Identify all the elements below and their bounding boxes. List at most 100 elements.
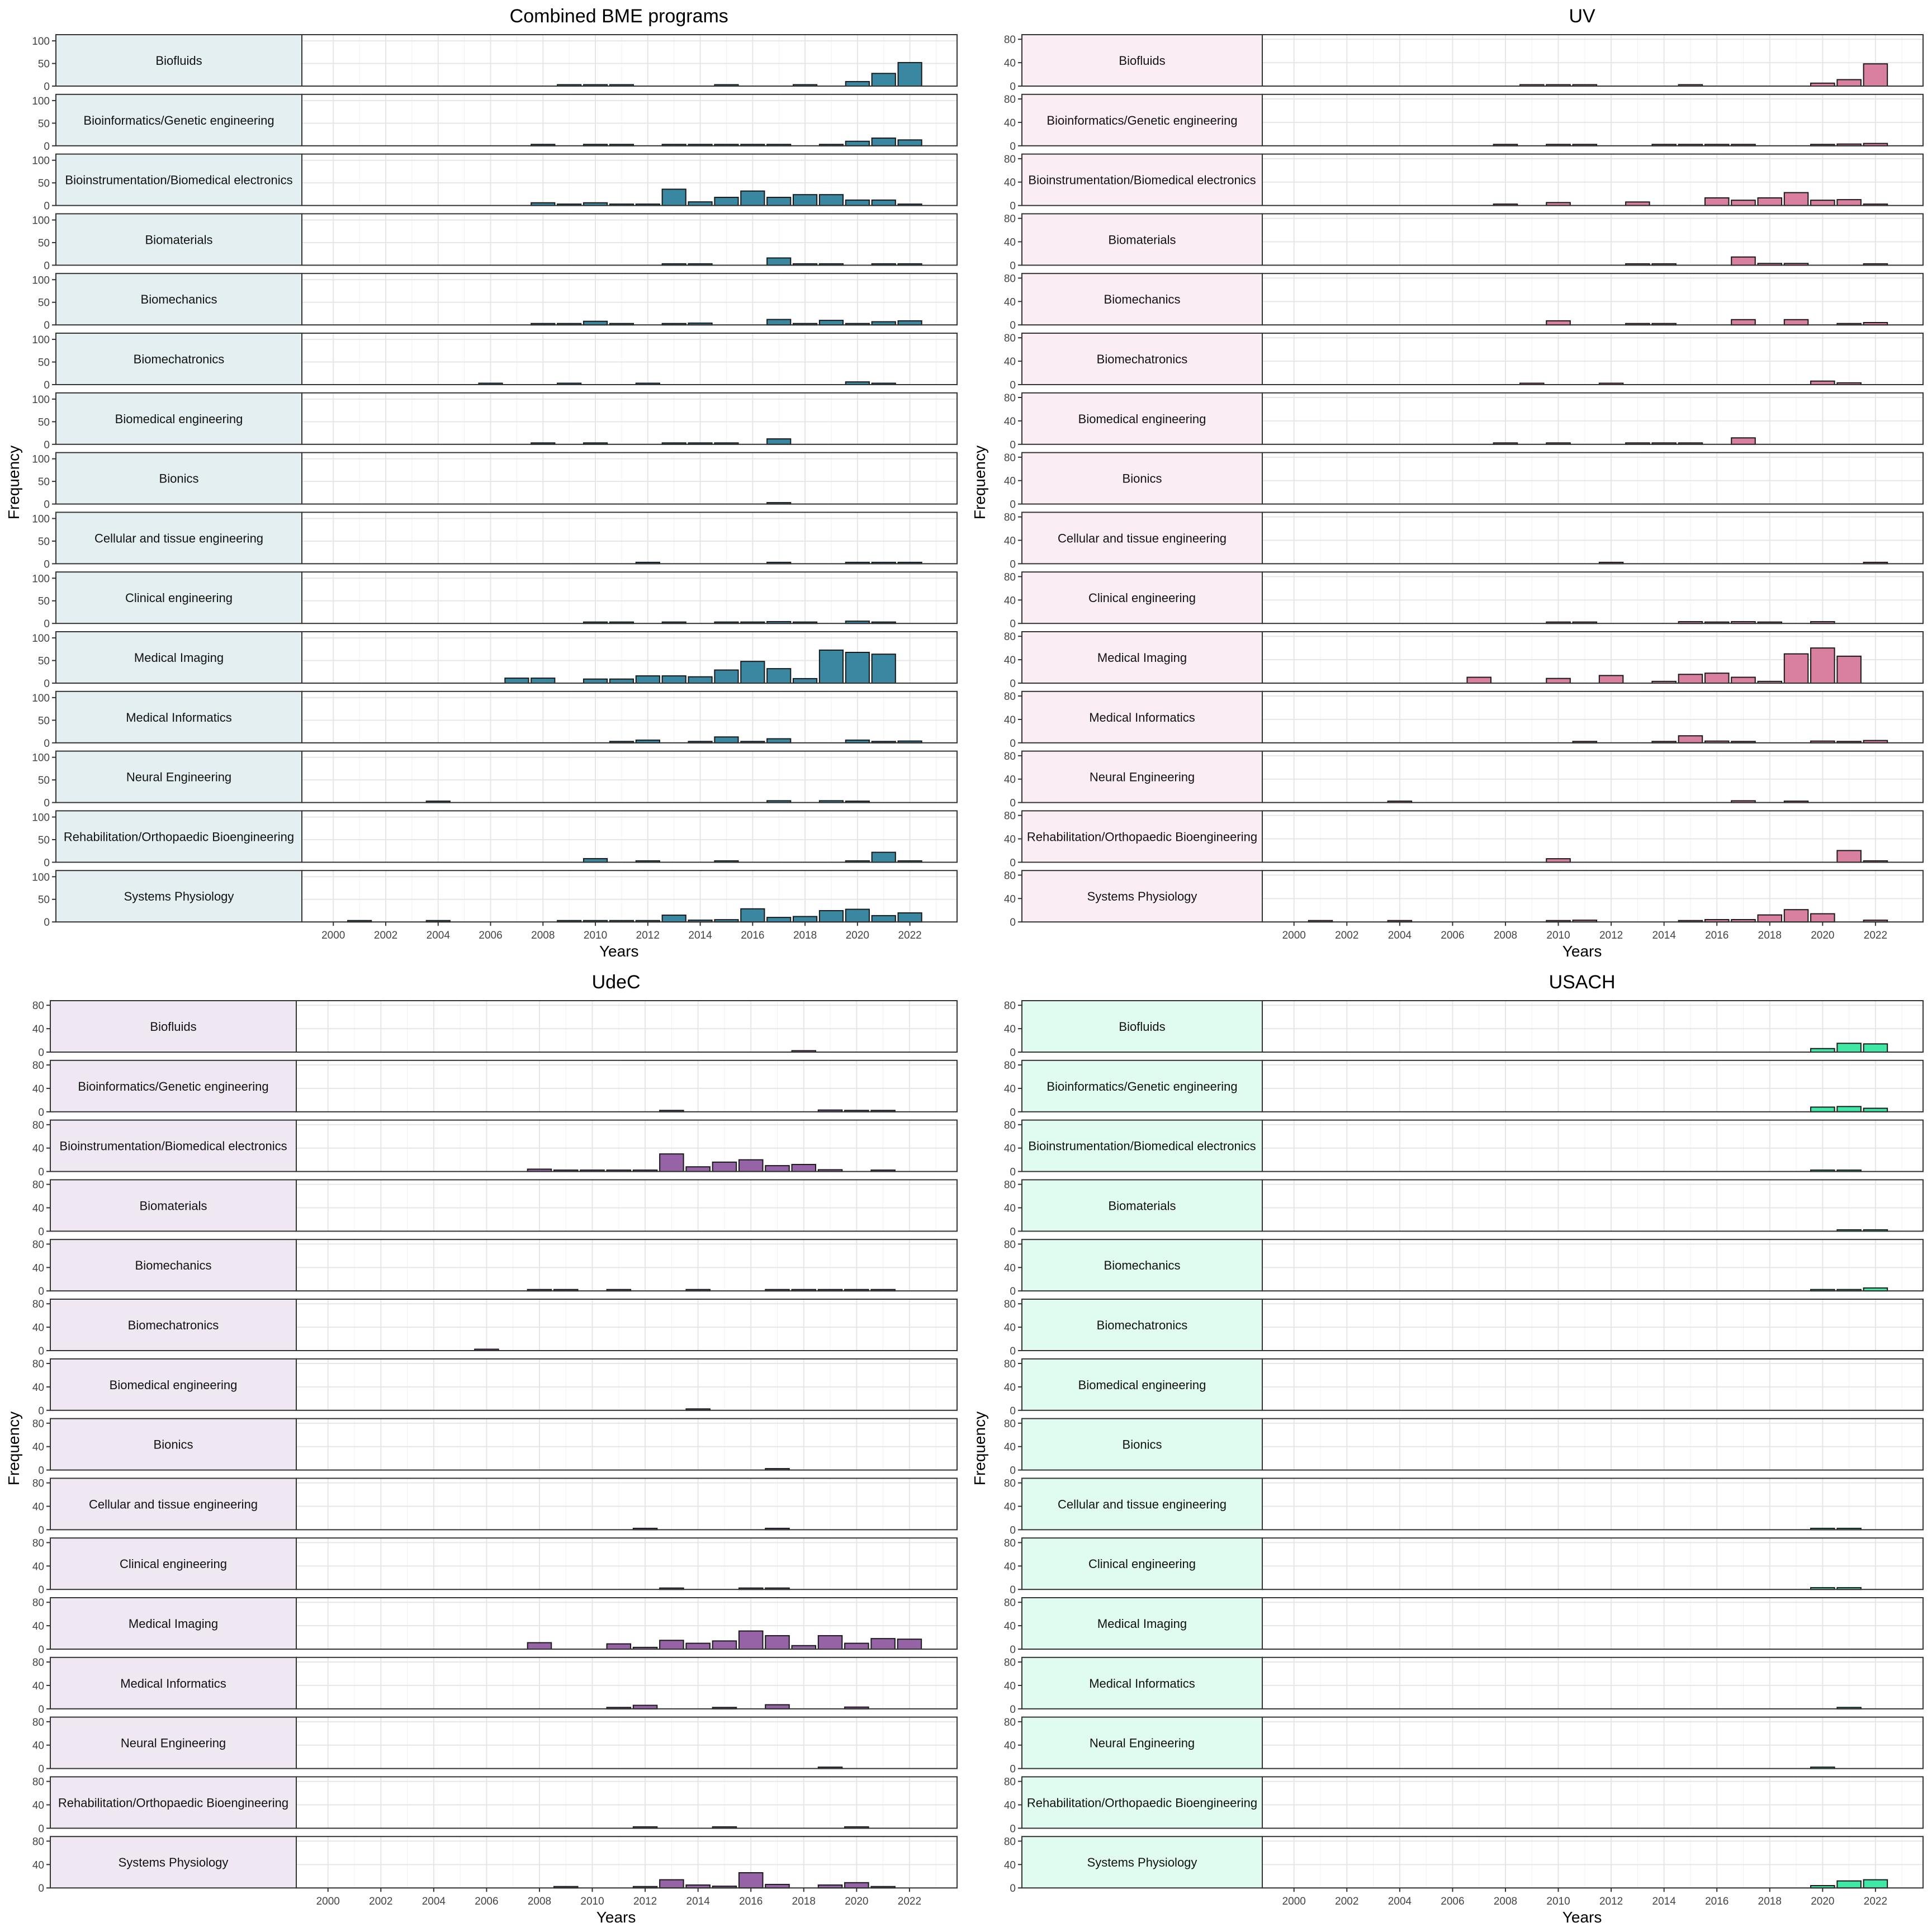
facet-strip — [50, 1776, 297, 1829]
bar-2017 — [766, 917, 792, 923]
bar-2018 — [791, 1164, 817, 1172]
facet-label: Systems Physiology — [124, 889, 234, 903]
bar-2022 — [897, 320, 922, 326]
facet-cellular-and-tissue-engineering: Cellular and tissue engineering 0 40 80 — [32, 1478, 958, 1536]
y-tick-label: 80 — [1004, 1478, 1016, 1490]
facet-frame — [1262, 1716, 1924, 1769]
x-tick-label: 2018 — [1758, 930, 1782, 941]
facet-frame — [296, 1776, 958, 1829]
y-tick-label: 80 — [1004, 751, 1016, 763]
y-tick-label: 100 — [32, 573, 50, 585]
facet-strip — [1021, 1656, 1263, 1710]
facet-label: Biofluids — [150, 1020, 196, 1034]
y-tick-label: 0 — [38, 1346, 44, 1357]
facet-strip — [50, 1179, 297, 1232]
bar-2021 — [1836, 1880, 1862, 1889]
x-tick-label: 2012 — [636, 930, 660, 941]
bar-2022 — [1863, 1043, 1888, 1053]
bar-2015 — [712, 1161, 737, 1172]
y-tick-label: 0 — [38, 1226, 44, 1238]
y-tick-label: 0 — [38, 1704, 44, 1716]
x-tick-label: 2006 — [1441, 930, 1464, 941]
y-tick-label: 40 — [1004, 1859, 1016, 1871]
y-tick-label: 40 — [1004, 356, 1016, 368]
y-tick-label: 40 — [32, 1143, 44, 1155]
facet-biomechatronics: Biomechatronics 0 50 100 — [32, 333, 958, 391]
facet-biomaterials: Biomaterials 0 40 80 — [32, 1179, 958, 1238]
facet-label: Rehabilitation/Orthopaedic Bioengineerin… — [64, 830, 294, 844]
facet-strip — [1021, 1597, 1263, 1650]
facet-plot-area — [1262, 1060, 1923, 1112]
y-axis-title: Frequency — [971, 1412, 988, 1485]
facet-systems-physiology: Systems Physiology 0 50 100 — [32, 870, 958, 929]
y-tick-label: 0 — [1010, 1226, 1016, 1238]
y-tick-label: 80 — [1004, 512, 1016, 524]
facet-biofluids: Biofluids 0 40 80 — [1004, 34, 1924, 93]
y-tick-label: 80 — [1004, 631, 1016, 643]
bar-2017 — [766, 438, 792, 445]
facet-frame — [1262, 810, 1924, 863]
facet-strip — [1021, 1059, 1263, 1112]
facet-strip — [1021, 1776, 1263, 1829]
y-tick-label: 100 — [32, 394, 50, 406]
facet-plot-area — [302, 811, 957, 863]
facet-bioinformatics-genetic-engineering: Bioinformatics/Genetic engineering 0 50 100 — [32, 93, 958, 153]
y-tick-label: 80 — [1004, 392, 1016, 404]
facet-rehabilitation-orthopaedic-bioengineering: Rehabilitation/Orthopaedic Bioengineerin… — [1004, 1776, 1924, 1835]
facet-plot-area — [1262, 154, 1923, 206]
panel-title: UdeC — [592, 972, 641, 993]
y-tick-label: 40 — [1004, 1024, 1016, 1035]
y-tick-label: 40 — [32, 1621, 44, 1632]
facet-medical-informatics: Medical Informatics 0 50 100 — [32, 690, 958, 750]
x-tick-label: 2004 — [1388, 1896, 1412, 1907]
bar-2010 — [1546, 320, 1571, 326]
facet-strip — [55, 333, 302, 385]
bar-2022 — [1863, 1879, 1888, 1889]
facet-label: Biomechanics — [141, 292, 217, 306]
y-tick-label: 100 — [32, 633, 50, 645]
y-tick-label: 100 — [32, 334, 50, 346]
bar-2020 — [844, 1882, 869, 1889]
x-tick-label: 2020 — [1811, 1896, 1834, 1907]
facet-biofluids: Biofluids 0 40 80 — [1004, 1000, 1924, 1059]
facet-frame — [1262, 750, 1924, 803]
bar-2019 — [1783, 909, 1809, 923]
y-tick-label: 40 — [32, 1561, 44, 1573]
facet-frame — [301, 392, 958, 445]
bar-2020 — [1810, 913, 1835, 923]
facet-bionics: Bionics 0 50 100 — [32, 452, 958, 511]
facet-plot-area — [1262, 1358, 1923, 1410]
facet-plot-area — [296, 1239, 957, 1291]
facet-strip — [50, 1239, 297, 1292]
y-tick-label: 0 — [38, 1823, 44, 1835]
y-tick-label: 80 — [1004, 1180, 1016, 1191]
y-tick-label: 0 — [44, 320, 50, 332]
bar-2018 — [793, 678, 818, 684]
y-tick-label: 40 — [32, 1680, 44, 1692]
facet-plot-area — [1262, 1598, 1923, 1649]
bar-2016 — [738, 1630, 764, 1650]
y-tick-label: 100 — [32, 454, 50, 466]
y-tick-label: 80 — [1004, 870, 1016, 882]
facet-plot-area — [296, 1358, 957, 1410]
facet-plot-area — [1262, 691, 1923, 743]
facet-frame — [301, 213, 958, 266]
facet-medical-informatics: Medical Informatics 0 40 80 — [1004, 690, 1924, 750]
panel-combined-bme-programs: Combined BME programs Frequency Biofluids 0… — [5, 6, 958, 960]
x-tick-label: 2020 — [845, 1896, 868, 1907]
y-tick-label: 40 — [1004, 774, 1016, 786]
facet-medical-imaging: Medical Imaging 0 40 80 — [1004, 1597, 1924, 1656]
y-tick-label: 0 — [1010, 201, 1016, 212]
facet-cellular-and-tissue-engineering: Cellular and tissue engineering 0 40 80 — [1004, 512, 1924, 570]
y-tick-label: 80 — [1004, 1120, 1016, 1131]
facet-frame — [301, 333, 958, 385]
bar-2020 — [845, 140, 870, 146]
bar-2021 — [871, 138, 896, 146]
facet-label: Medical Imaging — [134, 651, 224, 665]
facet-biomaterials: Biomaterials 0 40 80 — [1004, 213, 1924, 272]
y-tick-label: 40 — [1004, 1621, 1016, 1632]
facet-label: Cellular and tissue engineering — [89, 1497, 258, 1511]
facet-frame — [296, 1358, 958, 1411]
y-tick-label: 80 — [1004, 1657, 1016, 1669]
